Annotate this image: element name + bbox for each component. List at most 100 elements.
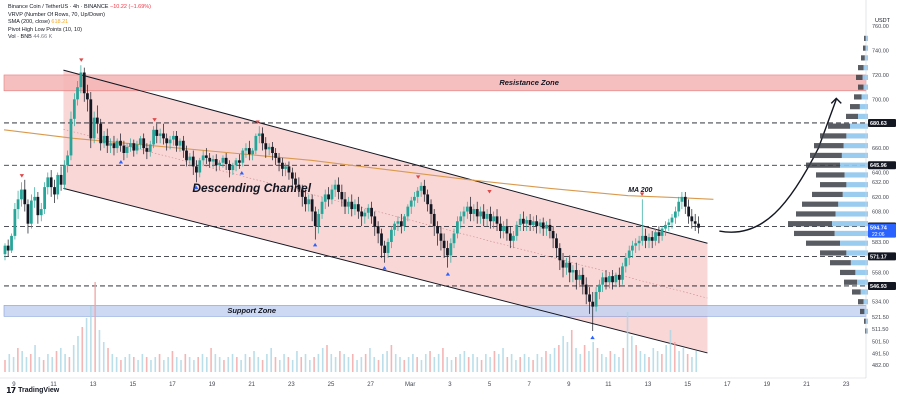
candle-body bbox=[317, 213, 321, 227]
vrvp-label: VRVP (Number Of Rows, 70, Up/Down) bbox=[8, 11, 105, 18]
candle-body bbox=[300, 189, 304, 197]
volume-bar bbox=[68, 357, 71, 372]
candle-body bbox=[142, 138, 146, 149]
volume-bar bbox=[356, 360, 358, 372]
volume-profile-bar-down bbox=[864, 35, 867, 41]
volume-label: Vol · BNB bbox=[8, 34, 32, 41]
candle-body bbox=[281, 162, 284, 169]
volume-profile-bar-up bbox=[850, 123, 868, 129]
volume-profile-bar-down bbox=[806, 162, 841, 168]
price-change: −10.22 (−1.69%) bbox=[110, 4, 151, 10]
volume-bar bbox=[622, 348, 625, 372]
volume-bar bbox=[472, 354, 474, 372]
volume-profile-bar-up bbox=[866, 35, 868, 41]
volume-bar bbox=[98, 330, 101, 372]
candle-body bbox=[135, 144, 139, 151]
sma-label: SMA (200, close) bbox=[8, 19, 50, 26]
candle-body bbox=[251, 150, 255, 155]
candle-body bbox=[66, 155, 69, 166]
candle-body bbox=[3, 245, 7, 255]
tradingview-watermark[interactable]: 𝟭𝟳 TradingView bbox=[6, 386, 59, 395]
candle-body bbox=[234, 160, 238, 166]
volume-bar bbox=[158, 354, 161, 372]
channel-label: Descending Channel bbox=[192, 181, 311, 195]
volume-bar bbox=[111, 354, 114, 372]
volume-bar bbox=[244, 354, 247, 372]
channel-lower-line bbox=[63, 187, 708, 354]
x-tick-label: 9 bbox=[12, 382, 16, 388]
legend-pivot-row[interactable]: Pivot High Low Points (10, 10) bbox=[8, 27, 151, 35]
volume-bar bbox=[407, 357, 410, 372]
volume-bar bbox=[592, 342, 594, 372]
volume-bar bbox=[214, 354, 217, 372]
candle-body bbox=[191, 156, 195, 167]
volume-bar bbox=[81, 327, 84, 372]
candle-body bbox=[489, 213, 492, 222]
x-tick-label: 3 bbox=[448, 382, 452, 388]
volume-profile-bar-down bbox=[852, 289, 861, 295]
candle-body bbox=[39, 209, 43, 216]
price-tag bbox=[868, 252, 896, 261]
volume-profile-bar-up bbox=[866, 328, 868, 334]
volume-bar bbox=[145, 357, 148, 372]
volume-bar bbox=[339, 351, 341, 372]
volume-bar bbox=[626, 312, 629, 372]
volume-bar bbox=[171, 351, 174, 372]
candle-body bbox=[304, 196, 307, 205]
volume-bar bbox=[420, 360, 423, 372]
candle-body bbox=[129, 143, 132, 147]
volume-bar bbox=[278, 360, 281, 372]
volume-bar bbox=[317, 354, 320, 372]
volume-bar bbox=[72, 345, 75, 372]
candle-body bbox=[271, 146, 274, 153]
y-tick-label: 482.00 bbox=[872, 363, 889, 369]
legend-symbol-row[interactable]: Binance Coin / TetherUS · 4h · BINANCE −… bbox=[8, 4, 151, 12]
volume-bar bbox=[253, 351, 255, 372]
volume-bar bbox=[223, 360, 225, 372]
candle-body bbox=[323, 194, 327, 202]
candle-body bbox=[148, 144, 152, 152]
volume-profile-bar-up bbox=[842, 191, 868, 198]
y-tick-label: 583.00 bbox=[872, 240, 889, 246]
legend-sma-row[interactable]: SMA (200, close) 618.21 bbox=[8, 19, 151, 27]
legend-volume-row[interactable]: Vol · BNB 44.66 K bbox=[8, 34, 151, 42]
candle-body bbox=[343, 199, 347, 207]
candle-body bbox=[297, 184, 301, 190]
y-tick-label: 740.00 bbox=[872, 49, 889, 55]
volume-profile-bar-down bbox=[820, 133, 847, 139]
candle-body bbox=[416, 190, 420, 197]
price-tag-label: 571.17 bbox=[870, 254, 887, 260]
volume-bar bbox=[437, 354, 440, 372]
candle-body bbox=[584, 284, 588, 295]
candle-body bbox=[456, 221, 459, 234]
volume-bar bbox=[12, 357, 15, 372]
candle-body bbox=[95, 117, 99, 124]
volume-bar bbox=[613, 354, 616, 372]
candle-body bbox=[347, 201, 350, 207]
pivot-low-marker bbox=[445, 272, 451, 276]
volume-bar bbox=[210, 348, 212, 372]
volume-profile-bar-down bbox=[814, 143, 844, 149]
y-tick-label: 620.00 bbox=[872, 195, 889, 201]
pivot-low-marker bbox=[382, 266, 387, 270]
candle-body bbox=[436, 226, 439, 234]
candle-body bbox=[109, 143, 112, 146]
x-tick-label: 11 bbox=[605, 382, 612, 388]
candle-body bbox=[634, 243, 638, 246]
volume-bar bbox=[175, 357, 178, 372]
x-tick-label: 19 bbox=[209, 382, 216, 388]
volume-bar bbox=[77, 336, 79, 372]
volume-bar bbox=[575, 348, 577, 372]
volume-bar bbox=[652, 348, 655, 372]
candle-body bbox=[337, 184, 340, 192]
candle-body bbox=[132, 143, 136, 151]
legend-vrvp-row[interactable]: VRVP (Number Of Rows, 70, Up/Down) bbox=[8, 12, 151, 20]
volume-bar bbox=[369, 348, 371, 372]
volume-bar bbox=[201, 354, 204, 372]
candle-body bbox=[521, 218, 525, 224]
volume-profile-bar-down bbox=[788, 221, 832, 227]
volume-bar bbox=[540, 357, 543, 372]
volume-bar bbox=[313, 357, 315, 372]
volume-bar bbox=[562, 336, 564, 372]
